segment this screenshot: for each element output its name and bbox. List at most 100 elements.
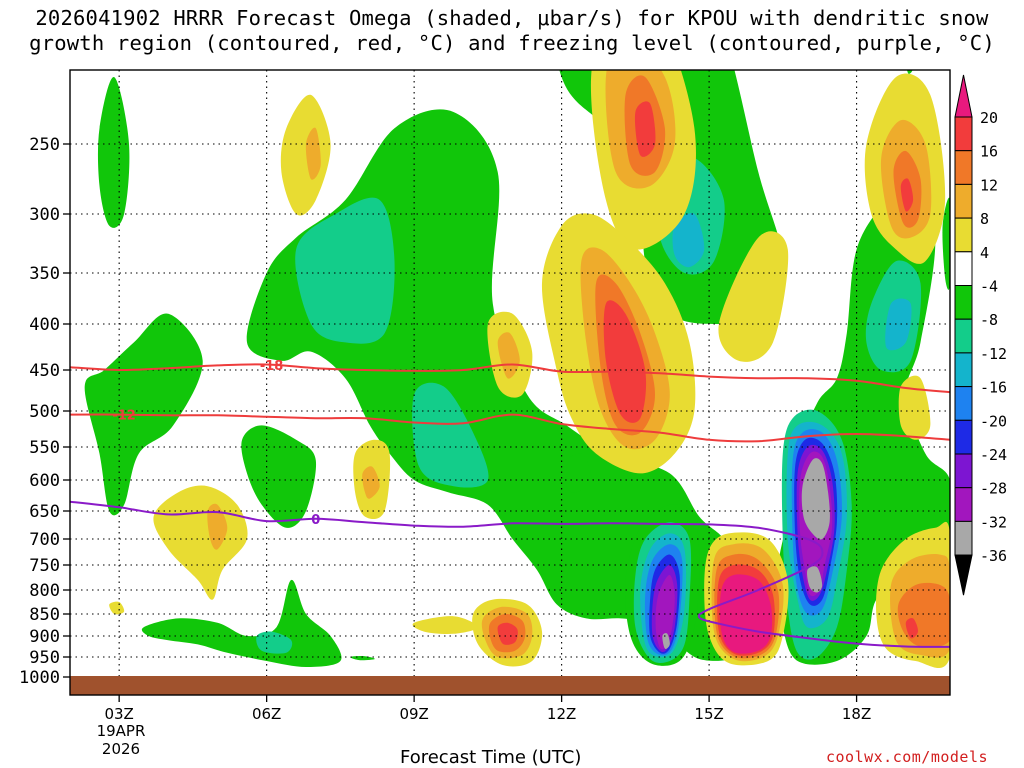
- x-tick-label-15: 15Z: [694, 705, 723, 723]
- colorbar-swatch-8: [954, 352, 973, 388]
- temperature-contours: -18 -12 0: [70, 359, 950, 648]
- colorbar-swatch-7: [954, 318, 973, 354]
- omega-region-29: [801, 458, 830, 540]
- omega-region-43: [719, 574, 773, 654]
- colorbar-swatch-2: [954, 150, 973, 185]
- title-line-2: growth region (contoured, red, °C) and f…: [29, 31, 995, 55]
- title-line-1: 2026041902 HRRR Forecast Omega (shaded, …: [35, 6, 989, 30]
- omega-region-63: [109, 601, 125, 615]
- colorbar-label-12: -32: [980, 513, 1007, 531]
- omega-region-61: [497, 332, 520, 379]
- omega-region-2: [305, 127, 321, 180]
- colorbar-label-13: -36: [980, 547, 1007, 565]
- y-tick-label-800: 800: [29, 581, 60, 601]
- omega-region-4: [295, 197, 395, 344]
- omega-region-5: [412, 382, 489, 488]
- colorbar-swatch-13: [954, 520, 973, 556]
- x-tick-label-3: 03Z: [104, 705, 133, 723]
- omega-region-47: [497, 622, 518, 645]
- y-tick-label-450: 450: [29, 361, 60, 381]
- y-tick-label-850: 850: [29, 605, 60, 625]
- omega-region-72: [561, 453, 592, 493]
- contour-line-0: [70, 500, 950, 648]
- omega-region-67: [256, 631, 293, 654]
- omega-region-37: [655, 574, 675, 650]
- x-tick-label-18: 18Z: [842, 705, 871, 723]
- time-axis: 03Z 06Z 09Z 12Z 15Z 18Z: [104, 695, 871, 723]
- colorbar-label-11: -28: [980, 480, 1007, 498]
- colorbar-label-10: -24: [980, 446, 1007, 464]
- omega-region-64: [507, 0, 522, 40]
- colorbar-label-6: -8: [980, 311, 998, 329]
- x-tick-label-6: 06Z: [252, 705, 281, 723]
- colorbar-label-4: 4: [980, 244, 989, 262]
- omega-region-62: [412, 616, 478, 635]
- colorbar-swatch-9: [954, 386, 973, 421]
- omega-region-55: [900, 178, 914, 212]
- colorbar-swatch-3: [954, 183, 973, 219]
- colorbar-label-0: 20: [980, 109, 998, 127]
- y-tick-label-550: 550: [29, 438, 60, 458]
- colorbar-swatch-5: [954, 251, 973, 287]
- omega-region-38: [662, 633, 670, 649]
- contour-line--12: [70, 413, 950, 443]
- contour-line--18: [70, 363, 950, 394]
- grid-lines: [70, 70, 950, 676]
- x-tick-label-9: 09Z: [399, 705, 428, 723]
- colorbar-label-9: -20: [980, 412, 1007, 430]
- y-tick-label-1000: 1000: [19, 668, 60, 688]
- omega-region-56: [153, 485, 248, 600]
- date-label-day: 19APR: [96, 722, 146, 740]
- colorbar-label-8: -16: [980, 379, 1007, 397]
- y-tick-label-250: 250: [29, 135, 60, 155]
- x-tick-label-12: 12Z: [547, 705, 576, 723]
- omega-region-30: [807, 566, 823, 593]
- plot-frame: [69, 69, 951, 696]
- omega-region-10: [672, 213, 705, 268]
- colorbar-swatch-11: [954, 453, 973, 489]
- omega-colorbar: 20 16 12 8 4 -4 -8 -12 -16 -20 -24 -28 -32 -36: [954, 74, 1007, 596]
- y-tick-label-350: 350: [29, 264, 60, 284]
- colorbar-swatch-4: [954, 217, 973, 253]
- contour-label--12: -12: [112, 409, 136, 424]
- colorbar-top-arrow: [954, 74, 973, 118]
- contour-label-0: 0: [311, 513, 320, 528]
- y-tick-label-500: 500: [29, 402, 60, 422]
- omega-region-22: [885, 298, 912, 351]
- omega-region-0: [97, 76, 130, 228]
- colorbar-label-7: -12: [980, 345, 1007, 363]
- y-tick-label-700: 700: [29, 530, 60, 550]
- y-tick-label-650: 650: [29, 502, 60, 522]
- colorbar-swatch-1: [954, 116, 973, 152]
- y-tick-label-950: 950: [29, 648, 60, 668]
- omega-region-7: [241, 425, 317, 528]
- pressure-axis: 2503003504004505005506006507007508008509…: [19, 135, 70, 688]
- omega-region-18: [603, 300, 647, 423]
- y-tick-label-400: 400: [29, 315, 60, 335]
- colorbar-swatch-6: [954, 285, 973, 320]
- date-label: 19APR 2026: [92, 722, 150, 758]
- omega-region-51: [905, 617, 919, 639]
- colorbar-label-1: 16: [980, 143, 998, 161]
- date-label-year: 2026: [101, 740, 141, 758]
- y-tick-label-600: 600: [29, 471, 60, 491]
- colorbar-label-3: 8: [980, 210, 989, 228]
- x-axis-label: Forecast Time (UTC): [400, 747, 582, 768]
- y-tick-label-750: 750: [29, 556, 60, 576]
- omega-shading: [84, 0, 950, 668]
- omega-region-1: [280, 94, 331, 216]
- omega-region-71: [942, 197, 950, 290]
- omega-region-66: [141, 579, 342, 667]
- colorbar-label-5: -4: [980, 278, 998, 296]
- omega-region-65: [898, 375, 931, 440]
- omega-region-14: [634, 101, 656, 157]
- omega-region-59: [362, 466, 380, 499]
- ground-surface: [70, 676, 950, 695]
- contour-label--18: -18: [260, 359, 284, 374]
- y-tick-label-900: 900: [29, 627, 60, 647]
- colorbar-label-2: 12: [980, 176, 998, 194]
- credit-link[interactable]: coolwx.com/models: [826, 748, 989, 766]
- omega-region-57: [207, 503, 228, 550]
- chart-title: 2026041902 HRRR Forecast Omega (shaded, …: [0, 6, 1024, 56]
